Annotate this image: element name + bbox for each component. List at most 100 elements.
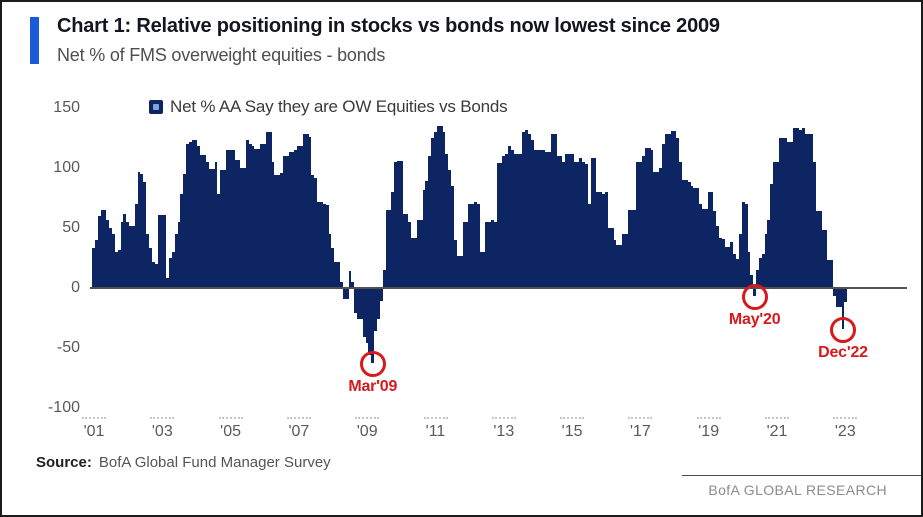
data-bar (342, 289, 346, 299)
data-bar (240, 168, 244, 288)
legend-square-inner-icon (153, 104, 159, 110)
data-bar (542, 150, 546, 288)
data-bar (225, 150, 229, 288)
data-bar (727, 247, 731, 288)
data-bar (818, 211, 822, 288)
data-bar (328, 234, 332, 288)
x-axis-tick (696, 417, 721, 419)
annotation-label: Dec'22 (818, 343, 868, 361)
data-bar (756, 270, 759, 288)
data-bar (445, 153, 449, 288)
data-bar (177, 222, 181, 288)
data-bar (710, 192, 714, 288)
data-bar (302, 134, 306, 288)
data-bar (587, 204, 591, 288)
x-axis-tick (218, 417, 243, 419)
data-bar (807, 134, 811, 288)
data-bar (607, 228, 611, 288)
data-bar (519, 153, 523, 288)
data-bar (365, 289, 369, 343)
data-bar (171, 252, 175, 288)
annotation-label: May'20 (728, 311, 781, 329)
data-bar (562, 162, 566, 288)
data-bar (97, 216, 101, 288)
data-bar (650, 150, 654, 288)
data-bar (300, 146, 303, 288)
data-bar (314, 177, 318, 288)
data-bar (693, 188, 697, 288)
data-bar (733, 254, 737, 288)
data-bar (146, 234, 150, 288)
x-axis-label: '01 (83, 423, 105, 440)
data-bar (713, 211, 717, 288)
data-bar (257, 148, 261, 288)
data-bar (419, 219, 423, 288)
data-bar (271, 162, 275, 288)
data-bar (163, 214, 167, 288)
data-bar (801, 128, 805, 288)
data-bar (647, 147, 651, 288)
x-axis-label: '07 (288, 423, 310, 440)
data-bar (744, 204, 748, 288)
data-bar (764, 234, 768, 288)
x-axis-tick (560, 417, 585, 419)
data-bar (741, 201, 745, 288)
data-bar (357, 289, 360, 319)
data-bar (394, 162, 397, 288)
data-bar (496, 163, 500, 288)
annotation-circle (359, 351, 386, 378)
data-bar (123, 213, 127, 288)
data-bar (815, 211, 819, 288)
data-bar (129, 225, 132, 288)
data-bar (704, 208, 708, 288)
data-bar (354, 289, 358, 313)
data-bar (100, 210, 104, 288)
data-bar (776, 162, 779, 288)
x-axis-tick (82, 417, 106, 419)
data-bar (616, 244, 620, 288)
title-accent-bar (30, 17, 39, 64)
data-bar (830, 260, 834, 288)
data-bar (92, 248, 95, 288)
data-bar (416, 219, 420, 288)
x-axis-label: '05 (220, 423, 242, 440)
x-axis-tick (150, 417, 175, 419)
data-bar (736, 259, 739, 288)
data-bar (109, 228, 112, 288)
data-bar (183, 174, 187, 288)
data-bar (485, 222, 489, 288)
data-bar (322, 204, 326, 288)
data-bar (721, 238, 725, 288)
data-bar (168, 258, 172, 288)
data-bar (761, 254, 765, 288)
data-bar (228, 150, 232, 288)
data-bar (206, 162, 209, 288)
y-axis-label: -50 (56, 339, 80, 356)
data-bar (499, 163, 503, 288)
annotation-circle (741, 284, 768, 311)
data-bar (351, 282, 355, 288)
data-bar (513, 153, 517, 288)
data-bar (476, 204, 480, 288)
data-bar (379, 289, 383, 301)
data-bar (371, 289, 375, 364)
chart-title: Chart 1: Relative positioning in stocks … (57, 15, 720, 37)
data-bar (200, 154, 204, 288)
data-bar (630, 210, 634, 288)
data-bar (248, 144, 252, 288)
data-bar (220, 170, 224, 288)
data-bar (377, 289, 380, 319)
data-bar (217, 194, 221, 288)
data-bar (157, 214, 161, 288)
data-bar (565, 153, 568, 288)
data-bar (320, 201, 323, 288)
data-bar (767, 219, 771, 288)
data-bar (462, 222, 466, 288)
data-bar (781, 138, 785, 288)
data-bar (282, 156, 286, 288)
zero-axis-line (90, 287, 907, 289)
data-bar (211, 169, 215, 288)
data-bar (570, 153, 574, 288)
data-bar (149, 248, 152, 288)
